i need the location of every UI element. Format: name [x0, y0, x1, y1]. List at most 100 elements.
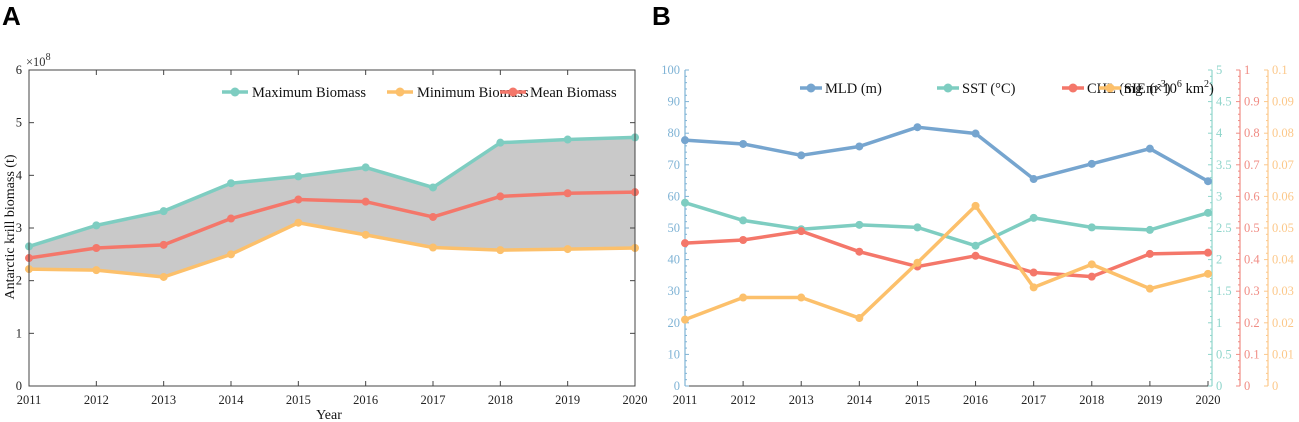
- panel-b-y-tick-label: 0.5: [1216, 347, 1232, 361]
- panel-a-legend-label: Mean Biomass: [530, 85, 617, 101]
- panel-b-y-tick-label: 0: [674, 379, 680, 393]
- panel-a-series-line: [28, 135, 636, 249]
- panel-b-y-tick-label: 0.1: [1272, 63, 1288, 77]
- panel-a-data-point: [429, 243, 437, 252]
- panel-a-x-tick-label: 2013: [151, 393, 176, 407]
- panel-b-data-point: [1145, 249, 1154, 258]
- panel-b-data-point: [681, 198, 689, 207]
- panel-b-x-tick-label: 2017: [1021, 393, 1046, 407]
- panel-b-x-tick-label: 2011: [673, 393, 698, 407]
- panel-b-y-tick-label: 3.5: [1216, 158, 1232, 172]
- panel-b-data-point: [971, 241, 980, 250]
- panel-b-y-tick-label: 0.03: [1272, 284, 1294, 298]
- panel-b-data-point: [1145, 225, 1154, 234]
- panel-b-data-point: [739, 216, 748, 225]
- panel-b-data-point: [1029, 213, 1038, 222]
- panel-b-data-point: [1087, 159, 1096, 168]
- panel-a-y-tick-label: 0: [16, 379, 22, 393]
- panel-a-y-tick-label: 4: [16, 168, 23, 182]
- panel-a-data-point: [429, 212, 437, 221]
- panel-b-legend-superscript: -3: [1157, 79, 1165, 90]
- panel-b-y-tick-label: 0: [1244, 379, 1250, 393]
- panel-a-y-tick-label: 1: [16, 326, 22, 340]
- panel-b-x-tick-label: 2018: [1079, 393, 1104, 407]
- panel-b-y-tick-label: 1: [1216, 316, 1222, 330]
- panel-b-data-point: [855, 142, 864, 151]
- panel-a-x-tick-label: 2019: [555, 393, 580, 407]
- panel-b-y-tick-label: 20: [668, 316, 681, 330]
- panel-b-y-tick-label: 0.1: [1244, 347, 1260, 361]
- panel-a-x-axis-label: Year: [316, 408, 342, 422]
- panel-b-y-tick-label: 5: [1216, 63, 1222, 77]
- panel-a-data-point: [496, 246, 505, 255]
- panel-a-legend-label: Minimum Biomass: [417, 85, 529, 101]
- panel-a-series-line: [28, 220, 636, 279]
- panel-b-y-tick-label: 100: [661, 63, 680, 77]
- panel-b-data-point: [739, 236, 748, 245]
- panel-b-legend-marker: [806, 83, 816, 93]
- panel-a-data-point: [227, 250, 235, 259]
- panel-b-y-tick-label: 0.8: [1244, 126, 1260, 140]
- panel-b-legend-main: SIE (×10: [1124, 81, 1177, 97]
- panel-b-data-point: [913, 123, 922, 132]
- panel-a-legend-marker: [508, 87, 518, 97]
- panel-a-data-point: [361, 230, 370, 239]
- panel-a-x-tick-label: 2020: [623, 393, 648, 407]
- panel-b-x-tick-label: 2016: [963, 393, 988, 407]
- panel-a-legend: Maximum Biomass Minimum Biomass Mean Bioma…: [222, 85, 617, 101]
- panel-b-y-tick-label: 0: [1272, 379, 1278, 393]
- panel-b-data-point: [1087, 223, 1096, 232]
- panel-b-y-tick-label: 90: [668, 95, 681, 109]
- panel-a-x-tick-label: 2017: [421, 393, 446, 407]
- panel-b-series-line: [684, 201, 1209, 248]
- panel-a-data-point: [496, 138, 505, 147]
- panel-b-y-tick-label: 40: [668, 253, 681, 267]
- panel-b-legend-tail: km: [1182, 81, 1205, 97]
- panel-b-x-tick-label: 2019: [1137, 393, 1162, 407]
- panel-b-series-line: [684, 204, 1209, 322]
- panel-b-y-tick-label: 50: [668, 221, 681, 235]
- panel-a-data-point: [563, 245, 572, 254]
- panel-a-data-point: [227, 179, 235, 188]
- panel-a-series-line: [28, 190, 636, 260]
- panel-b-x-tick-label: 2015: [905, 393, 930, 407]
- panel-b-data-point: [1204, 248, 1212, 257]
- panel-b-legend-marker: [943, 83, 953, 93]
- panel-b-y-tick-label: 0.3: [1244, 284, 1260, 298]
- panel-a-data-point: [361, 197, 370, 206]
- panel-b-data-point: [1087, 260, 1096, 269]
- panel-b-series-line: [684, 229, 1209, 279]
- panel-b-y-tick-label: 4: [1216, 126, 1223, 140]
- panel-b-data-point: [797, 227, 806, 236]
- panel-a-data-point: [92, 221, 101, 230]
- panel-b-data-point: [1204, 208, 1212, 217]
- panel-b-x-tick-label: 2013: [789, 393, 814, 407]
- panel-b-y-tick-label: 80: [668, 126, 681, 140]
- panel-b-data-point: [739, 293, 748, 302]
- panel-b-y-tick-label: 0.2: [1244, 316, 1260, 330]
- panel-a-x-tick-label: 2014: [219, 393, 245, 407]
- panel-b-data-point: [913, 223, 922, 232]
- panel-b-legend-label: MLD (m): [825, 81, 882, 97]
- panel-b-data-point: [913, 258, 922, 267]
- panel-a-x-tick-label: 2018: [488, 393, 513, 407]
- panel-b-data-point: [1029, 268, 1038, 277]
- panel-a-legend-marker: [230, 87, 240, 97]
- panel-b-x-tick-label: 2020: [1196, 393, 1221, 407]
- panel-a-data-point: [159, 207, 168, 216]
- panel-b-legend: MLD (m) SST (°C) CHL (mg m-3)SIE (×106 km2…: [800, 79, 1214, 97]
- panel-b-legend-main: CHL (mg m: [1087, 81, 1158, 97]
- panel-a-y-tick-label: 6: [16, 63, 22, 77]
- panel-b-y-tick-label: 0.09: [1272, 95, 1294, 109]
- panel-b-y-tick-label: 0.07: [1272, 158, 1294, 172]
- panel-a-range-fill: [29, 137, 635, 277]
- panel-b-chart: 2011 2012 2013 2014 2015 2016 2017 2018 2019 2020…: [661, 63, 1294, 407]
- panel-b-data-point: [971, 129, 980, 138]
- panel-b-y-tick-label: 2.5: [1216, 221, 1232, 235]
- panel-b-y-tick-label: 0.7: [1244, 158, 1260, 172]
- panel-a-y-scale-factor: ×108: [26, 52, 51, 69]
- panel-b-legend-main: SST (°C): [962, 81, 1016, 97]
- panel-a-x-tick-label: 2016: [353, 393, 378, 407]
- panel-b-data-point: [1145, 284, 1154, 293]
- panel-b-data-point: [855, 247, 864, 256]
